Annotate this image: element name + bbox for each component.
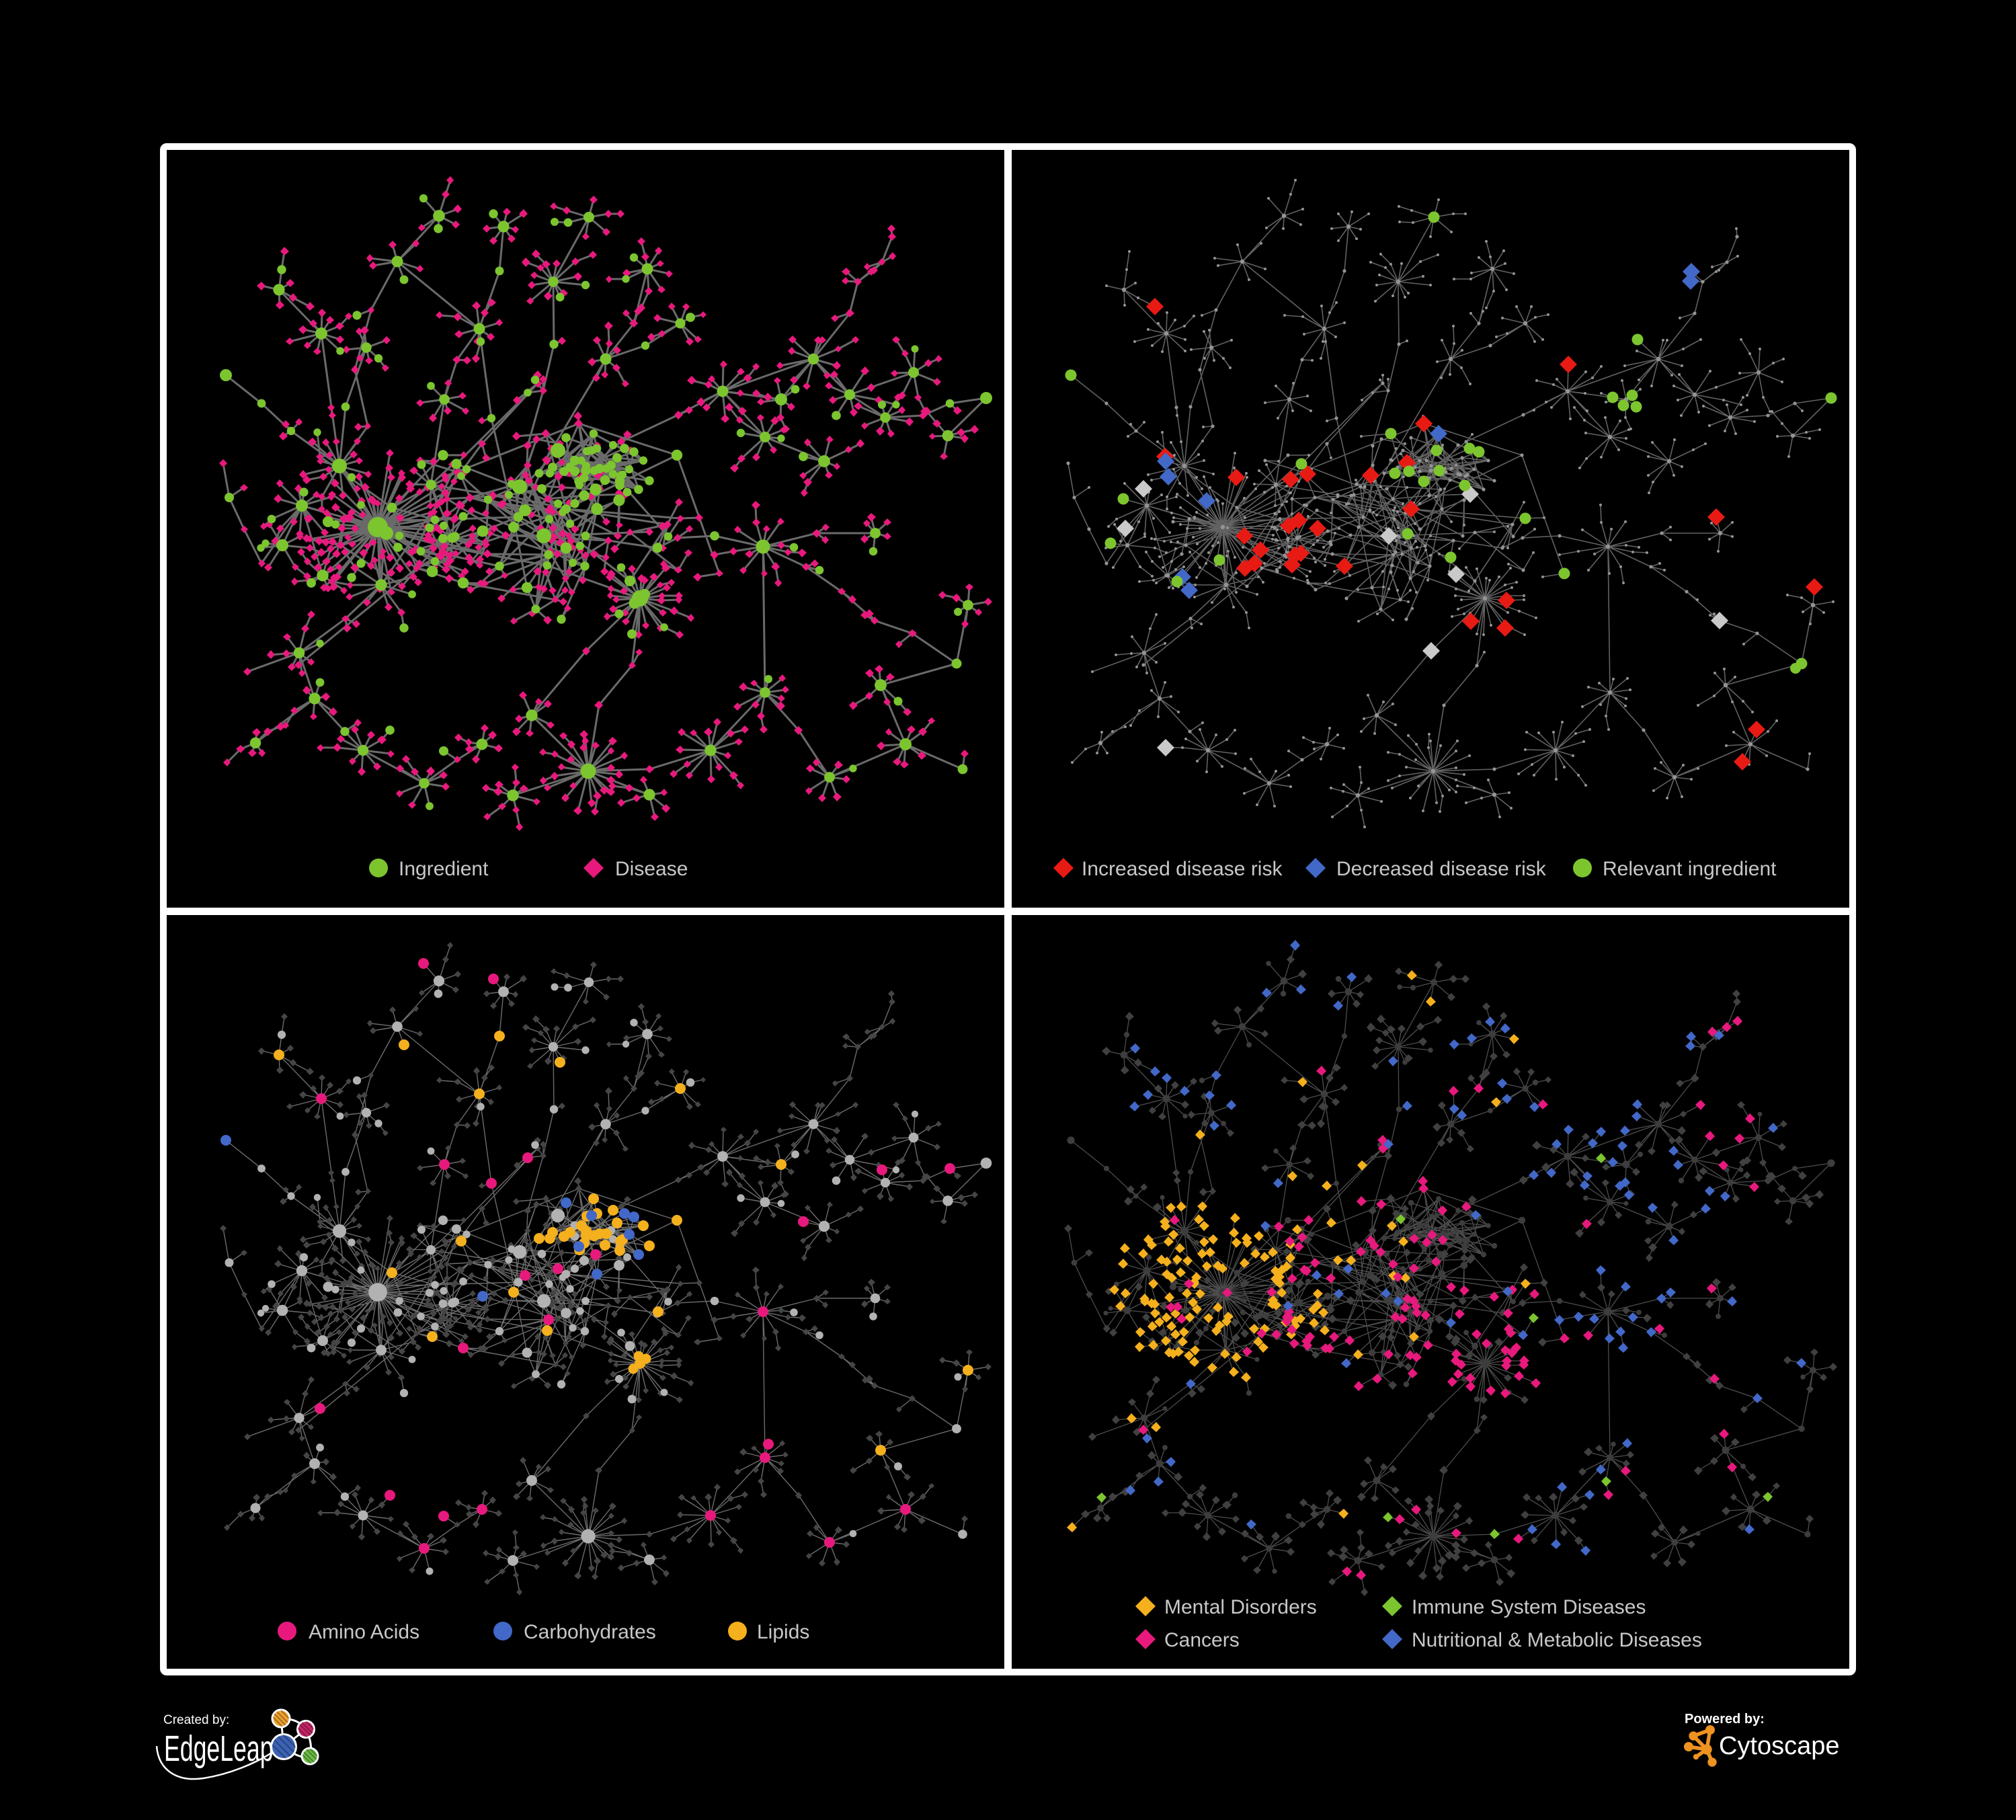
svg-text:Carbohydrates: Carbohydrates	[524, 1621, 656, 1643]
svg-text:Cancers: Cancers	[1164, 1629, 1240, 1651]
svg-text:Disease: Disease	[615, 858, 688, 880]
svg-text:Mental Disorders: Mental Disorders	[1164, 1596, 1317, 1618]
svg-text:Nutritional & Metabolic Diseas: Nutritional & Metabolic Diseases	[1412, 1629, 1702, 1651]
svg-text:EdgeLeap: EdgeLeap	[164, 1729, 274, 1769]
svg-text:Immune System Diseases: Immune System Diseases	[1412, 1596, 1646, 1618]
svg-text:Amino Acids: Amino Acids	[309, 1621, 419, 1643]
svg-text:Increased disease risk: Increased disease risk	[1082, 858, 1283, 880]
svg-text:Created by:: Created by:	[163, 1713, 229, 1727]
svg-text:Cytoscape: Cytoscape	[1719, 1732, 1840, 1760]
svg-text:Relevant ingredient: Relevant ingredient	[1603, 858, 1777, 880]
svg-text:Powered by:: Powered by:	[1685, 1712, 1765, 1727]
svg-text:Decreased disease risk: Decreased disease risk	[1336, 858, 1547, 880]
svg-text:Ingredient: Ingredient	[399, 858, 489, 880]
svg-text:Lipids: Lipids	[757, 1621, 809, 1643]
